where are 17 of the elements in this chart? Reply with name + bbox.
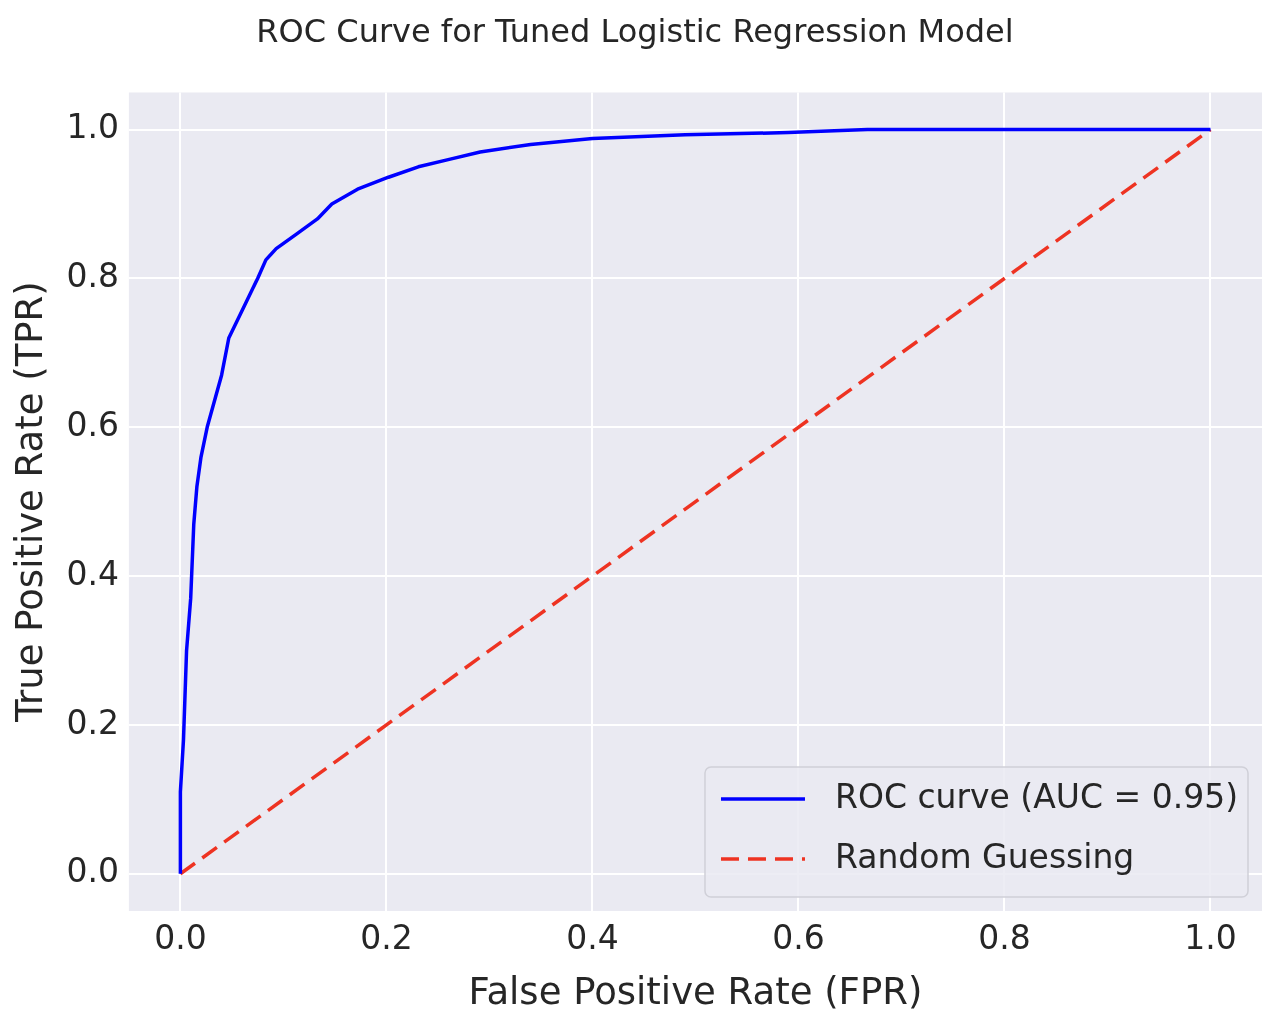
x-tick-label: 0.0 xyxy=(154,918,207,958)
y-tick-label: 0.8 xyxy=(66,256,119,296)
y-axis-title: True Positive Rate (TPR) xyxy=(7,281,51,724)
y-tick-label: 0.0 xyxy=(66,851,119,891)
y-tick-label: 1.0 xyxy=(66,107,119,147)
x-tick-label: 0.2 xyxy=(360,918,413,958)
y-tick-label: 0.6 xyxy=(66,404,119,444)
x-axis-title: False Positive Rate (FPR) xyxy=(468,970,923,1014)
y-tick-label: 0.4 xyxy=(66,553,119,593)
x-tick-label: 0.8 xyxy=(978,918,1031,958)
x-tick-label: 0.4 xyxy=(566,918,619,958)
x-tick-label: 1.0 xyxy=(1184,918,1237,958)
legend-label: ROC curve (AUC = 0.95) xyxy=(834,776,1239,816)
legend-label: Random Guessing xyxy=(834,836,1135,876)
chart-title: ROC Curve for Tuned Logistic Regression Model xyxy=(256,11,1014,50)
y-tick-label: 0.2 xyxy=(66,702,119,742)
x-tick-label: 0.6 xyxy=(772,918,825,958)
